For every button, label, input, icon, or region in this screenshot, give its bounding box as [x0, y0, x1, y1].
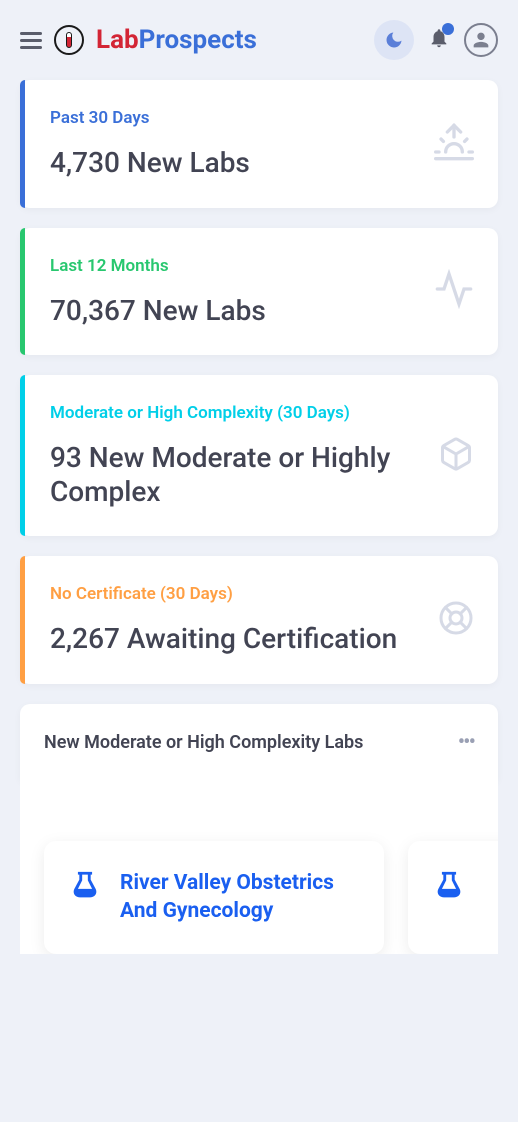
brand-part2: Prospects: [139, 25, 257, 55]
brand-part1: Lab: [96, 25, 139, 55]
stat-label: Moderate or High Complexity (30 Days): [50, 403, 426, 423]
stat-card-30days[interactable]: Past 30 Days 4,730 New Labs: [20, 80, 498, 208]
header-actions: [374, 20, 498, 60]
lab-card[interactable]: [408, 841, 498, 954]
lab-card[interactable]: River Valley Obstetrics And Gynecology: [44, 841, 384, 954]
notification-dot: [442, 23, 454, 35]
stat-card-12months[interactable]: Last 12 Months 70,367 New Labs: [20, 228, 498, 356]
theme-toggle-button[interactable]: [374, 20, 414, 60]
more-icon[interactable]: •••: [458, 730, 474, 755]
vial-icon: [432, 869, 498, 907]
moon-icon: [384, 30, 404, 50]
stat-text: Moderate or High Complexity (30 Days) 93…: [50, 403, 426, 508]
stat-text: Last 12 Months 70,367 New Labs: [50, 256, 422, 328]
vial-icon: [68, 869, 102, 907]
brand-logo-icon: [54, 25, 84, 55]
avatar-button[interactable]: [464, 23, 498, 57]
activity-icon: [434, 269, 474, 313]
header: LabProspects: [0, 0, 518, 80]
stat-value: 93 New Moderate or Highly Complex: [50, 441, 426, 508]
brand-title: LabProspects: [96, 25, 362, 55]
package-icon: [438, 436, 474, 476]
menu-icon[interactable]: [20, 32, 42, 49]
lab-name: River Valley Obstetrics And Gynecology: [120, 869, 360, 926]
stat-label: Past 30 Days: [50, 108, 422, 128]
stat-card-nocert[interactable]: No Certificate (30 Days) 2,267 Awaiting …: [20, 556, 498, 684]
stat-card-complexity[interactable]: Moderate or High Complexity (30 Days) 93…: [20, 375, 498, 536]
stat-value: 4,730 New Labs: [50, 146, 422, 180]
section-title: New Moderate or High Complexity Labs: [44, 732, 363, 753]
lifebuoy-icon: [438, 600, 474, 640]
stat-label: Last 12 Months: [50, 256, 422, 276]
content: Past 30 Days 4,730 New Labs Last 12 Mont…: [0, 80, 518, 954]
labs-row: River Valley Obstetrics And Gynecology: [20, 781, 498, 954]
stat-value: 2,267 Awaiting Certification: [50, 622, 426, 656]
section-header: New Moderate or High Complexity Labs •••: [20, 704, 498, 781]
stat-label: No Certificate (30 Days): [50, 584, 426, 604]
stat-value: 70,367 New Labs: [50, 294, 422, 328]
user-icon: [470, 29, 492, 51]
sunrise-icon: [434, 122, 474, 166]
notifications-button[interactable]: [428, 27, 450, 53]
stat-text: No Certificate (30 Days) 2,267 Awaiting …: [50, 584, 426, 656]
stat-text: Past 30 Days 4,730 New Labs: [50, 108, 422, 180]
